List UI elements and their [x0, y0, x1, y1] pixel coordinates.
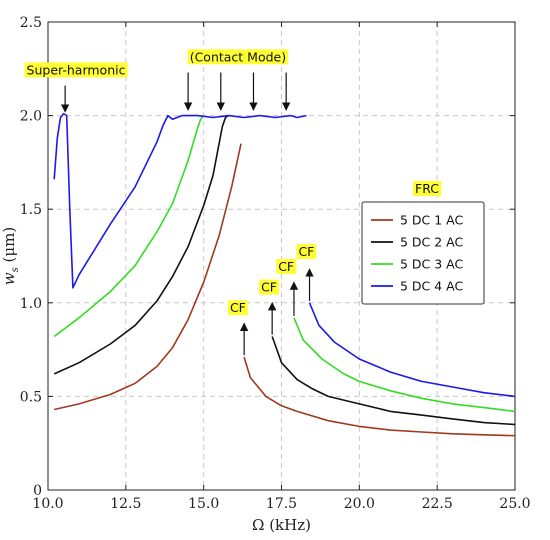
x-tick-label: 22.5 — [422, 496, 453, 512]
legend-title: FRC — [415, 181, 439, 196]
annotation-highlight — [227, 300, 248, 316]
legend-item: 5 DC 1 AC — [371, 213, 464, 228]
legend-item: 5 DC 2 AC — [371, 235, 464, 250]
y-axis-label-sub: s — [10, 267, 21, 272]
series-line-segment — [53, 112, 307, 289]
annotation-contact: (Contact Mode) — [183, 49, 291, 111]
series-line-segment — [271, 336, 516, 426]
legend-item: 5 DC 4 AC — [371, 279, 464, 294]
annotation-cf2: CF — [259, 279, 280, 335]
annotation-cf3: CF — [276, 258, 299, 316]
x-tick-label: 15.0 — [188, 496, 219, 512]
y-tick-label: 1.0 — [20, 296, 42, 312]
y-axis-label-base: w — [0, 272, 18, 285]
annotation-label: Super-harmonic — [27, 62, 126, 77]
x-tick-label: 17.5 — [266, 496, 297, 512]
x-tick-label: 25.0 — [499, 496, 530, 512]
series-4 — [53, 112, 516, 398]
y-tick-label: 2.5 — [20, 15, 42, 31]
annotation-highlight — [276, 258, 297, 274]
y-tick-label: 1.5 — [20, 202, 42, 218]
legend-label: 5 DC 1 AC — [400, 213, 464, 228]
legend-items: 5 DC 1 AC 5 DC 2 AC 5 DC 3 AC 5 DC 4 AC — [371, 213, 464, 294]
y-axis-label-unit: (μm) — [0, 227, 18, 267]
legend-box — [361, 201, 485, 305]
annotation-label: (Contact Mode) — [190, 49, 286, 64]
series-line-segment — [53, 115, 205, 338]
annotation-highlight — [24, 62, 128, 78]
annotation-highlight — [187, 49, 289, 65]
legend-title-highlight — [413, 181, 442, 196]
y-tick-label: 0.5 — [20, 389, 42, 405]
y-axis-label: ws (μm) — [0, 227, 21, 285]
y-tick-label: 2.0 — [20, 109, 42, 125]
x-tick-label: 10.0 — [32, 496, 63, 512]
series-line-segment — [308, 302, 516, 398]
series-lines — [53, 112, 516, 437]
annotation-highlight — [296, 244, 317, 259]
series-3 — [53, 115, 516, 413]
annotation-super: Super-harmonic — [24, 62, 128, 113]
x-tick-label: 12.5 — [110, 496, 141, 512]
annotation-cf4: CF — [296, 244, 317, 301]
series-1 — [54, 143, 516, 437]
series-line-segment — [54, 143, 242, 411]
series-line-segment — [53, 114, 230, 375]
series-2 — [53, 114, 516, 426]
legend-label: 5 DC 4 AC — [400, 279, 464, 294]
series-line-segment — [243, 356, 516, 437]
annotation-highlight — [259, 279, 280, 295]
axis-ticks: 10.0 12.5 15.0 17.5 20.0 22.5 25.0 0 0.5 1.0 1.5 2.… — [20, 15, 531, 512]
x-axis-label: Ω (kHz) — [252, 516, 311, 534]
legend: FRC 5 DC 1 AC 5 DC 2 AC 5 DC 3 AC 5 DC 4 AC — [361, 181, 485, 305]
series-line-segment — [293, 317, 516, 413]
y-tick-label: 0 — [33, 483, 42, 499]
annotation-cf1: CF — [227, 300, 249, 356]
legend-label: 5 DC 2 AC — [400, 235, 464, 250]
legend-label: 5 DC 3 AC — [400, 257, 464, 272]
annotation-label: CF — [278, 259, 294, 274]
annotation-label: CF — [230, 300, 246, 315]
annotation-label: CF — [261, 280, 277, 295]
legend-item: 5 DC 3 AC — [371, 257, 464, 272]
annotation-label: CF — [298, 244, 314, 259]
x-tick-label: 20.0 — [344, 496, 375, 512]
